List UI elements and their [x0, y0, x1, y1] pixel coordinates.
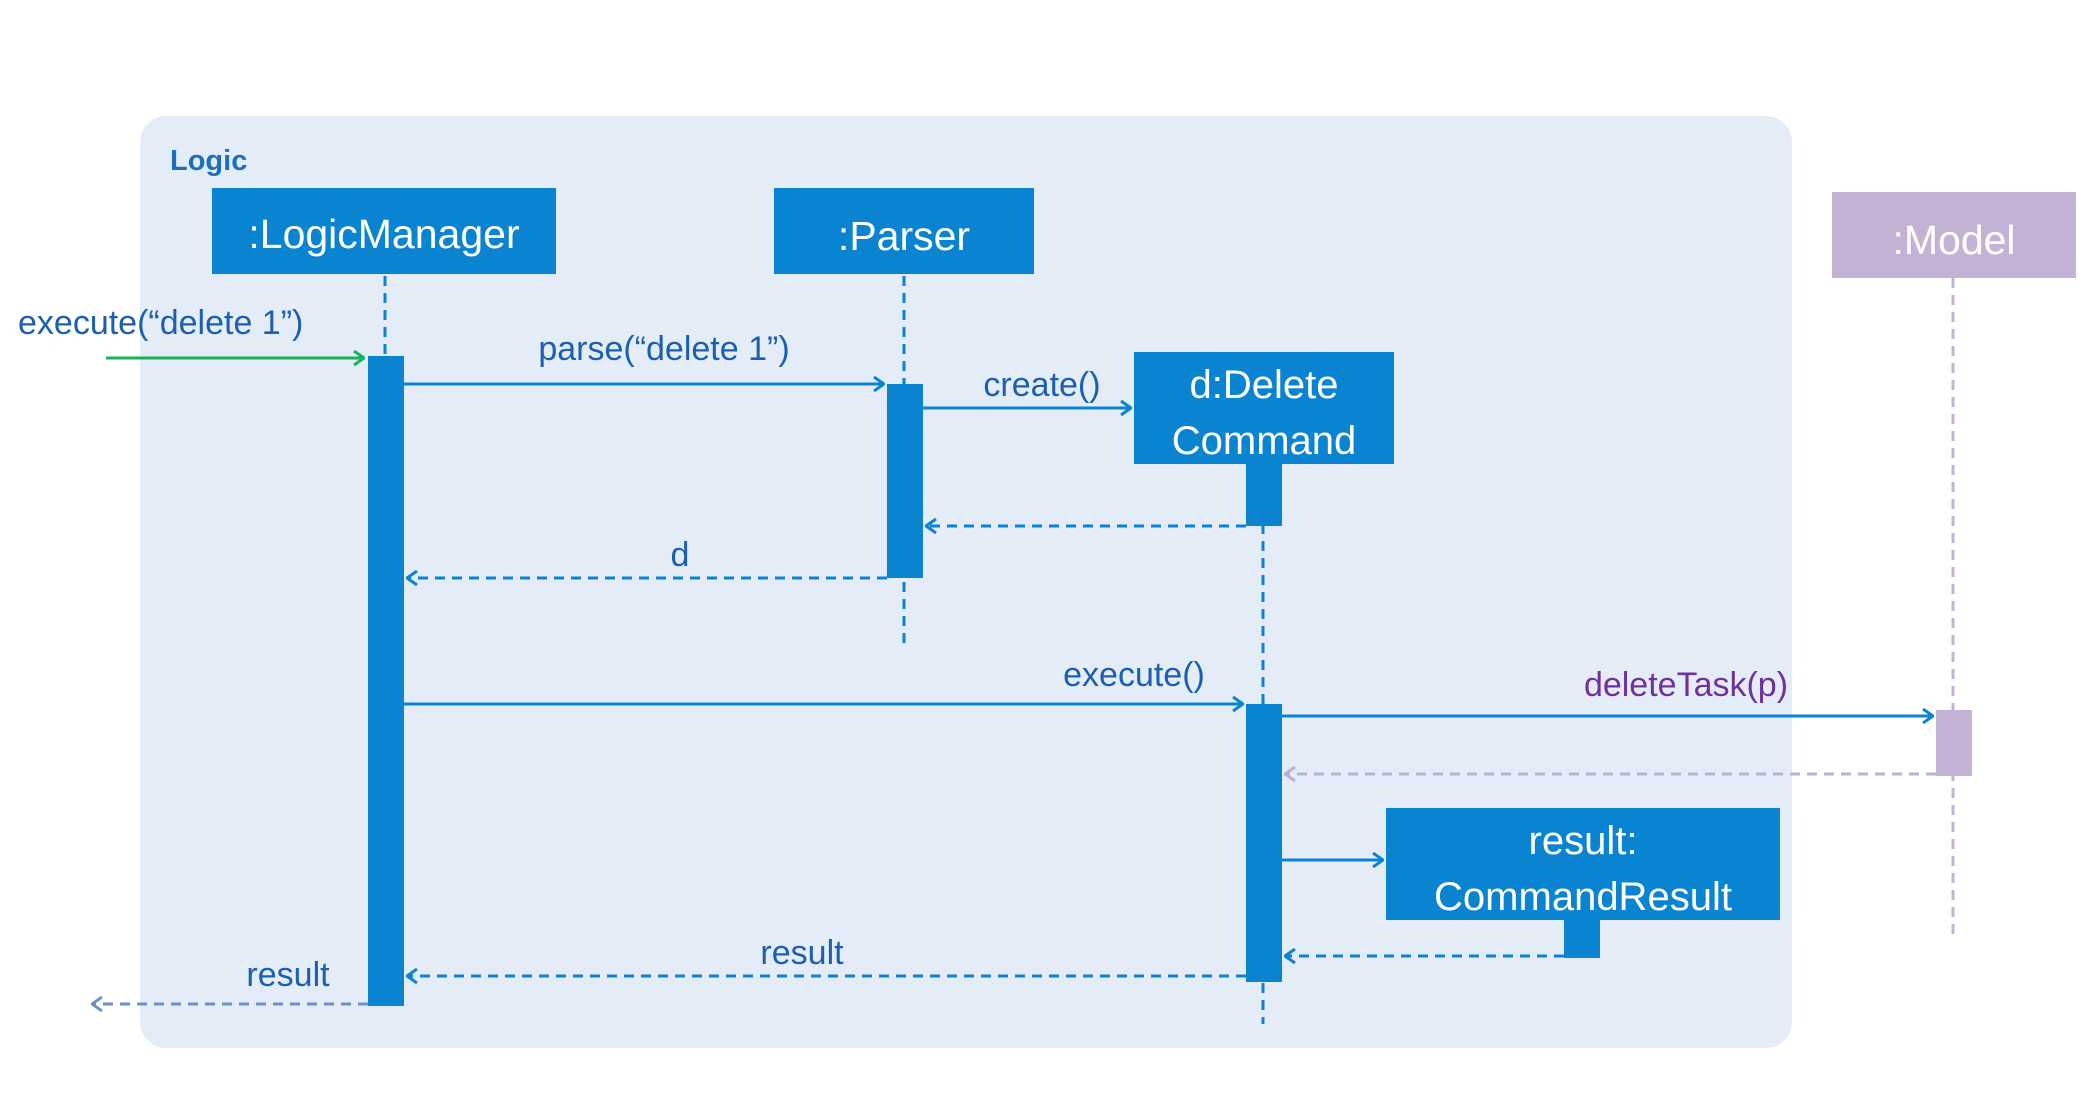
return-result-outer-label: result — [246, 956, 330, 994]
create-label: create() — [983, 366, 1100, 404]
logic-manager-participant: :LogicManager — [212, 188, 556, 274]
command-result-participant: result: CommandResult — [1386, 808, 1780, 920]
model-participant: :Model — [1832, 192, 2076, 278]
command-result-activation — [1564, 920, 1600, 958]
delete-command-label-line2: Command — [1172, 419, 1357, 463]
execute-label: execute() — [1063, 656, 1205, 694]
parser-activation — [887, 384, 923, 578]
delete-command-participant: d:Delete Command — [1134, 352, 1394, 464]
logic-manager-label: :LogicManager — [248, 211, 519, 257]
delete-command-creation-activation — [1246, 464, 1282, 526]
delete-task-label: deleteTask(p) — [1584, 666, 1788, 704]
delete-command-activation — [1246, 704, 1282, 982]
parser-label: :Parser — [838, 213, 970, 259]
model-activation — [1936, 710, 1972, 776]
command-result-label-line2: CommandResult — [1434, 875, 1732, 919]
execute-delete-label: execute(“delete 1”) — [18, 304, 303, 342]
parser-participant: :Parser — [774, 188, 1034, 274]
logic-manager-activation — [368, 356, 404, 1006]
parse-label: parse(“delete 1”) — [538, 330, 789, 368]
delete-command-label-line1: d:Delete — [1190, 363, 1339, 407]
return-result-label: result — [760, 934, 844, 972]
logic-container-label: Logic — [170, 145, 247, 177]
command-result-label-line1: result: — [1529, 819, 1638, 863]
return-d-label: d — [671, 536, 690, 574]
model-label: :Model — [1892, 217, 2015, 263]
